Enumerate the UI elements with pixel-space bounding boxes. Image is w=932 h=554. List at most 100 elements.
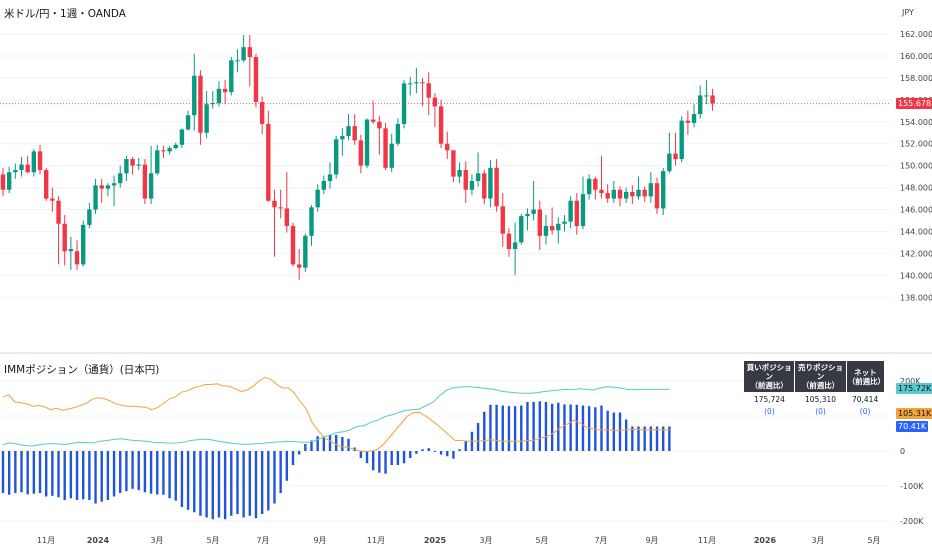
time-axis-label: 3月 [150, 536, 163, 545]
net-position-bar [334, 434, 338, 451]
candle-body [210, 103, 215, 105]
net-position-bar [347, 438, 350, 451]
net-position-bar [7, 451, 11, 495]
candle-body [352, 126, 357, 141]
net-position-bar [14, 451, 17, 493]
net-position-bar [643, 426, 646, 451]
net-position-bar [526, 402, 529, 451]
header-net-line2: （前週比） [847, 376, 886, 386]
net-change: (0) [859, 407, 871, 416]
time-axis-label: 5月 [867, 536, 880, 545]
candle-body [56, 200, 61, 224]
net-position-bar [372, 451, 375, 471]
candle-body [142, 164, 148, 199]
candle-body [463, 170, 468, 190]
candle-body [136, 164, 141, 166]
time-axis-label: 2025 [424, 536, 447, 545]
candle-body [358, 140, 364, 166]
long-change: (0) [764, 407, 775, 416]
price-tick-label: 152.000 [900, 140, 932, 149]
time-axis-label: 11月 [367, 536, 385, 545]
imm-tick-label: -100K [900, 482, 924, 491]
candle-body [623, 191, 629, 199]
net-position-bar [20, 451, 23, 493]
candle-body [111, 183, 117, 186]
candle-body [99, 185, 104, 189]
candle-body [710, 95, 715, 104]
net-position-bar [32, 451, 36, 494]
net-position-bar [520, 405, 523, 451]
time-axis-label: 2026 [754, 536, 777, 545]
candle-body [475, 173, 481, 181]
candle-body [420, 82, 425, 84]
candle-body [574, 200, 580, 226]
net-position-bar [421, 449, 424, 451]
price-tick-label: 160.000 [900, 52, 932, 61]
net-position-bar [661, 426, 665, 451]
candle-body [105, 185, 111, 189]
candle-body [568, 200, 573, 222]
net-position-bar [600, 405, 603, 451]
net-position-bar [581, 405, 585, 451]
imm-tick-label: 200K [900, 377, 921, 386]
net-position-bar [51, 451, 54, 496]
net-position-bar [384, 451, 387, 474]
candle-body [333, 139, 339, 175]
candle-body [364, 119, 370, 166]
price-tick-label: 148.000 [900, 184, 932, 193]
net-position-bar [186, 451, 190, 510]
candle-body [648, 183, 654, 197]
candle-body [617, 189, 623, 199]
net-position-bar [341, 437, 344, 451]
candle-body [469, 180, 475, 190]
time-axis-label: 7月 [256, 536, 269, 545]
price-tick-label: 142.000 [900, 249, 932, 258]
net-position-bar [402, 451, 406, 464]
candle-body [161, 150, 166, 152]
symbol-title[interactable]: 米ドル/円・1週・OANDA [4, 8, 126, 20]
candle-body [580, 194, 586, 226]
candle-body [506, 233, 512, 250]
candle-body [679, 120, 684, 160]
net-position-bar [236, 451, 239, 514]
net-position-bar [180, 451, 184, 507]
candle-body [167, 148, 172, 152]
candle-body [6, 172, 12, 190]
net-position-bar [162, 451, 165, 495]
price-tick-label: 146.000 [900, 206, 932, 215]
net-position-bar [587, 406, 591, 451]
net-position-bar [513, 406, 517, 451]
net-position-bar [507, 406, 511, 451]
net-position-bar [174, 451, 177, 501]
net-position-bar [655, 426, 659, 451]
net-position-bar [69, 451, 73, 499]
net-position-bar [100, 451, 103, 502]
candle-body [537, 209, 542, 236]
net-position-bar [538, 401, 541, 451]
net-position-bar [409, 451, 412, 458]
candle-body [685, 120, 691, 123]
net-position-bar [143, 451, 147, 493]
candle-body [531, 209, 536, 214]
candle-body [216, 88, 222, 104]
indicator-title[interactable]: IMMポジション（通貨）(日本円) [4, 364, 160, 376]
header-net-line1: ネット [854, 367, 877, 377]
candle-body [630, 191, 635, 197]
net-position-badge: 70.41K [896, 421, 929, 432]
candle-body [37, 151, 43, 171]
candle-body [68, 249, 74, 252]
net-position-bar [156, 451, 159, 495]
candle-body [235, 60, 240, 62]
candle-body [229, 60, 234, 93]
net-position-bar [106, 451, 110, 500]
candle-body [25, 164, 30, 173]
net-position-bar [57, 451, 60, 498]
candle-body [204, 104, 209, 133]
net-position-bar [75, 451, 79, 500]
net-position-bar [495, 404, 498, 451]
net-position-bar [205, 451, 208, 518]
net-value: 70,414 [851, 395, 879, 404]
net-position-bar [279, 451, 282, 493]
